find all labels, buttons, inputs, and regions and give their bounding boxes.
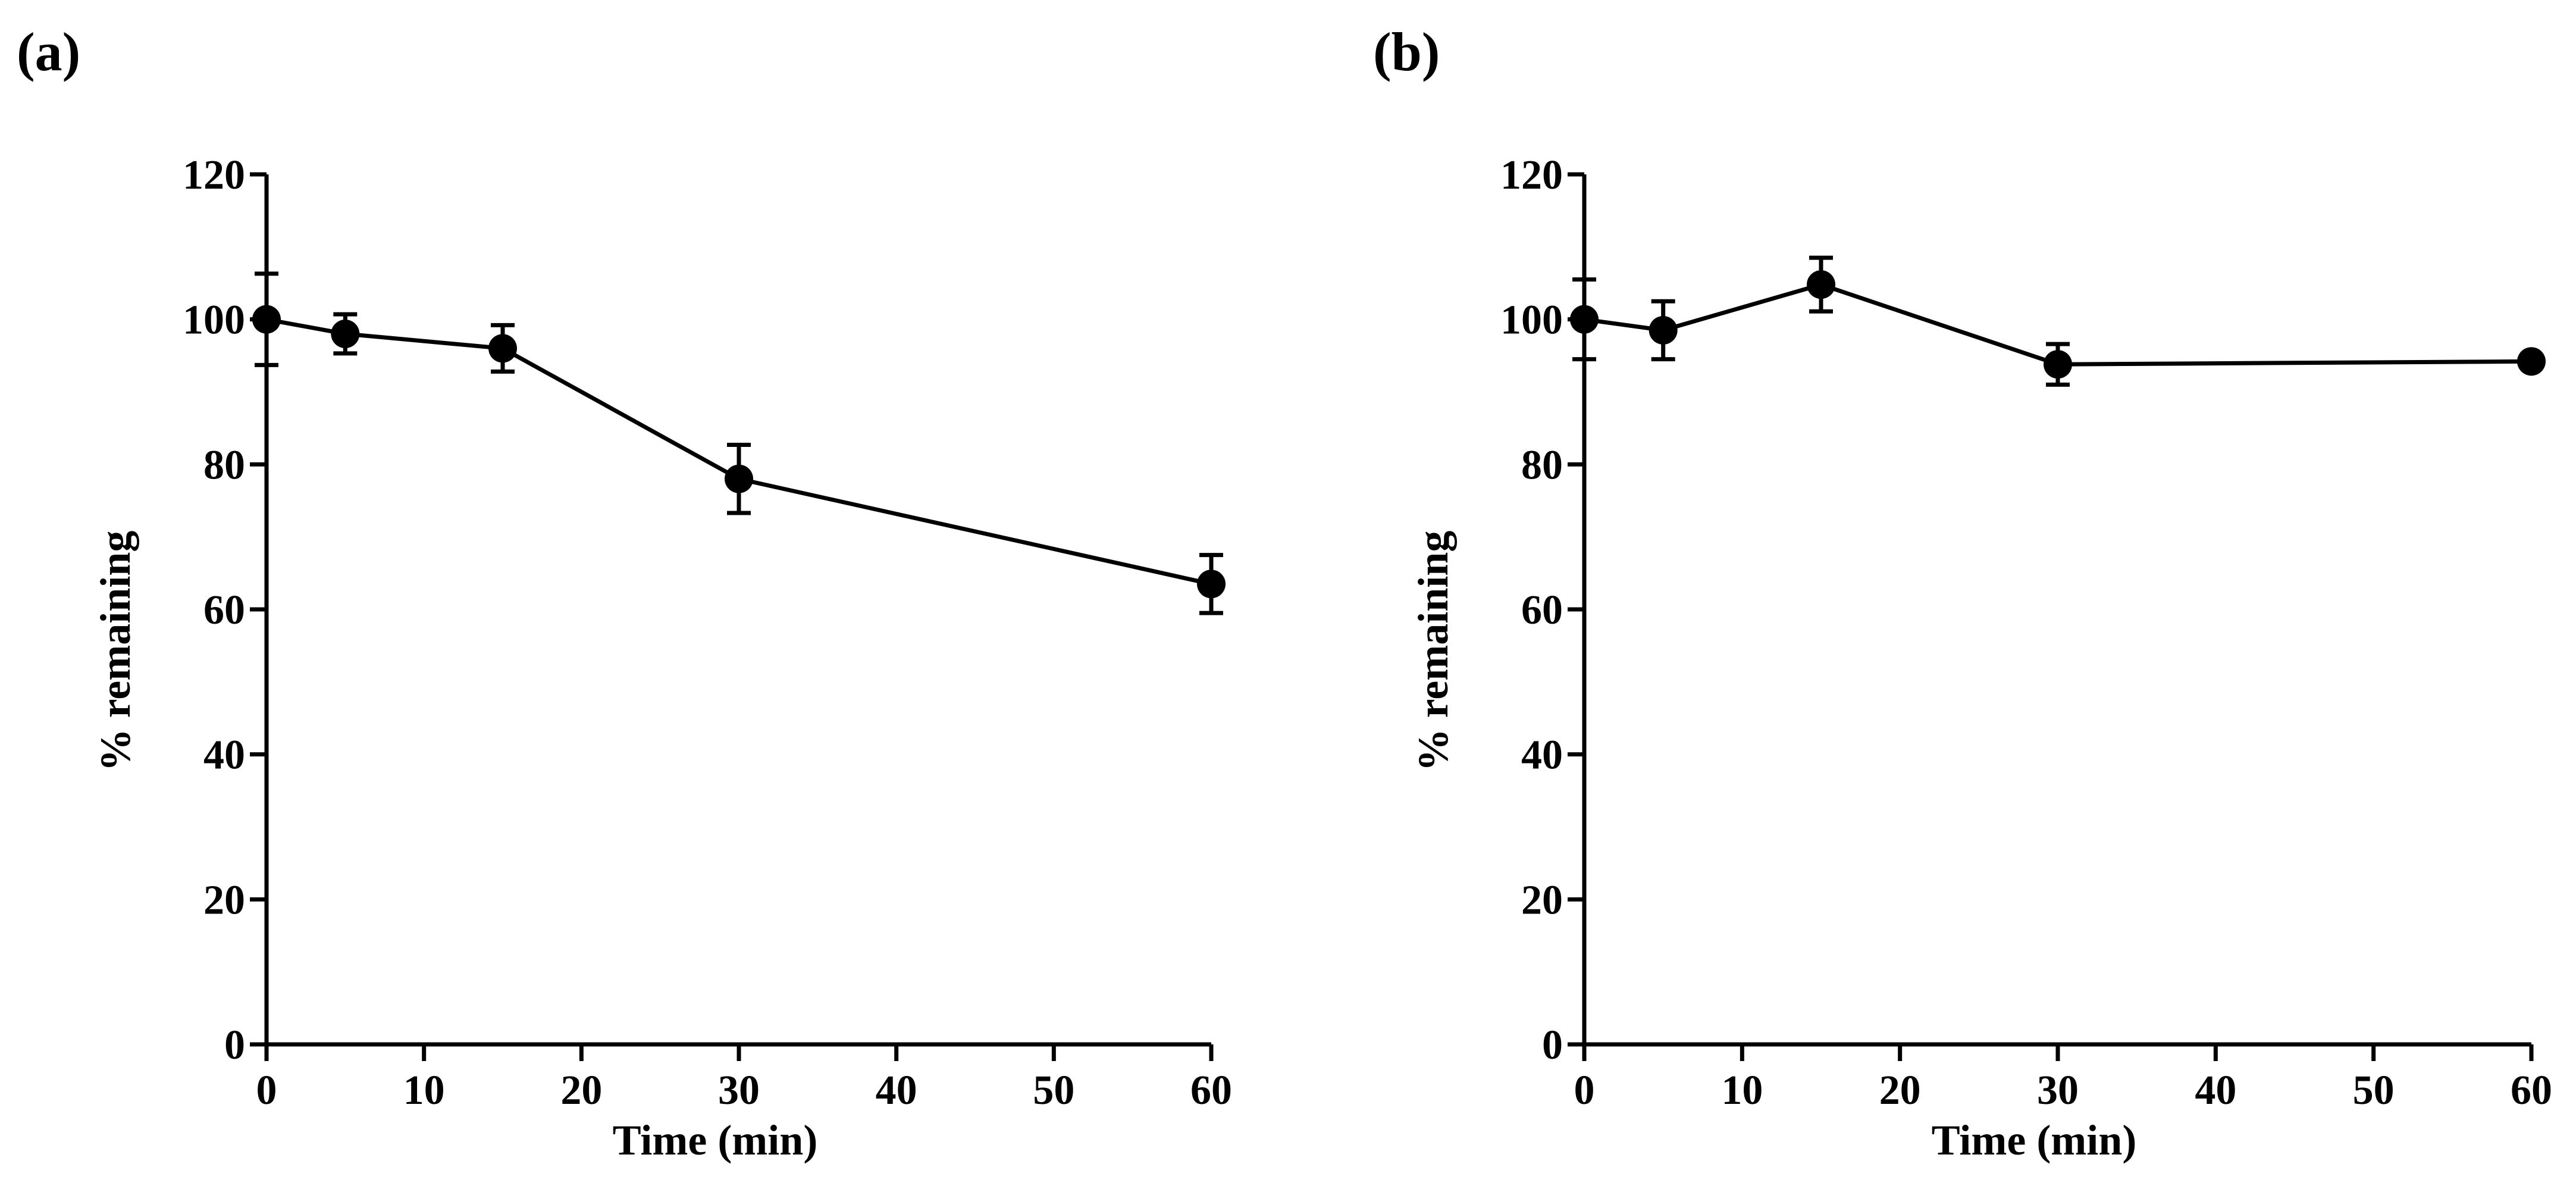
y-tick-label: 100: [183, 298, 245, 343]
x-tick-label: 50: [2353, 1068, 2395, 1113]
x-tick-label: 0: [1574, 1068, 1595, 1113]
y-tick-label: 60: [1521, 587, 1563, 633]
x-tick-label: 10: [1721, 1068, 1763, 1113]
data-point: [252, 305, 281, 334]
y-tick-label: 80: [203, 442, 245, 488]
panel-label: (b): [1373, 21, 1440, 82]
panel-a: (a) 0 20 40 60 80 100 120 0 10 20 30 40 50 60 Time (min…: [17, 21, 1232, 1164]
x-tick-label: 40: [2195, 1068, 2236, 1113]
x-tick-label: 20: [560, 1068, 602, 1113]
y-tick-label: 120: [183, 152, 245, 198]
y-tick-label: 20: [203, 877, 245, 923]
data-point: [1649, 315, 1678, 345]
y-tick-label: 0: [1542, 1022, 1563, 1068]
data-point: [1570, 305, 1599, 334]
y-axis-title: % remaining: [1409, 531, 1457, 772]
x-tick-label: 0: [256, 1068, 277, 1113]
data-point: [725, 464, 753, 493]
data-point: [331, 320, 360, 349]
x-tick-label: 40: [876, 1068, 917, 1113]
data-point: [488, 334, 517, 363]
panel-label: (a): [17, 21, 80, 82]
x-tick-label: 10: [403, 1068, 445, 1113]
y-axis-title: % remaining: [92, 531, 139, 772]
y-tick-label: 100: [1500, 298, 1563, 343]
x-axis-title: Time (min): [1932, 1116, 2137, 1164]
x-tick-label: 30: [2037, 1068, 2079, 1113]
panel-b: (b) 0 20 40 60 80 100 120 0 10 20 30 40 50 60 Time (min…: [1373, 21, 2552, 1164]
x-axis-title: Time (min): [613, 1116, 818, 1164]
x-tick-label: 60: [1190, 1068, 1232, 1113]
y-tick-label: 20: [1521, 877, 1563, 923]
x-tick-label: 20: [1879, 1068, 1921, 1113]
y-tick-label: 60: [203, 587, 245, 633]
y-tick-label: 120: [1500, 152, 1563, 198]
data-point: [2044, 350, 2072, 379]
data-point: [1807, 270, 1835, 299]
x-tick-label: 60: [2511, 1068, 2552, 1113]
y-tick-label: 80: [1521, 442, 1563, 488]
y-tick-label: 40: [203, 733, 245, 778]
x-tick-label: 30: [718, 1068, 760, 1113]
data-point: [1197, 570, 1226, 599]
data-point: [2517, 347, 2546, 376]
x-tick-label: 50: [1033, 1068, 1074, 1113]
y-tick-label: 40: [1521, 733, 1563, 778]
y-tick-label: 0: [224, 1022, 245, 1068]
